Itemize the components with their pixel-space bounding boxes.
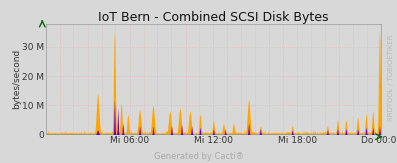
Text: RRDTOOL / TOBIOETIKER: RRDTOOL / TOBIOETIKER	[388, 35, 395, 121]
Text: Generated by Cacti®: Generated by Cacti®	[154, 152, 243, 161]
Title: IoT Bern - Combined SCSI Disk Bytes: IoT Bern - Combined SCSI Disk Bytes	[98, 11, 329, 24]
Y-axis label: bytes/second: bytes/second	[12, 49, 21, 109]
